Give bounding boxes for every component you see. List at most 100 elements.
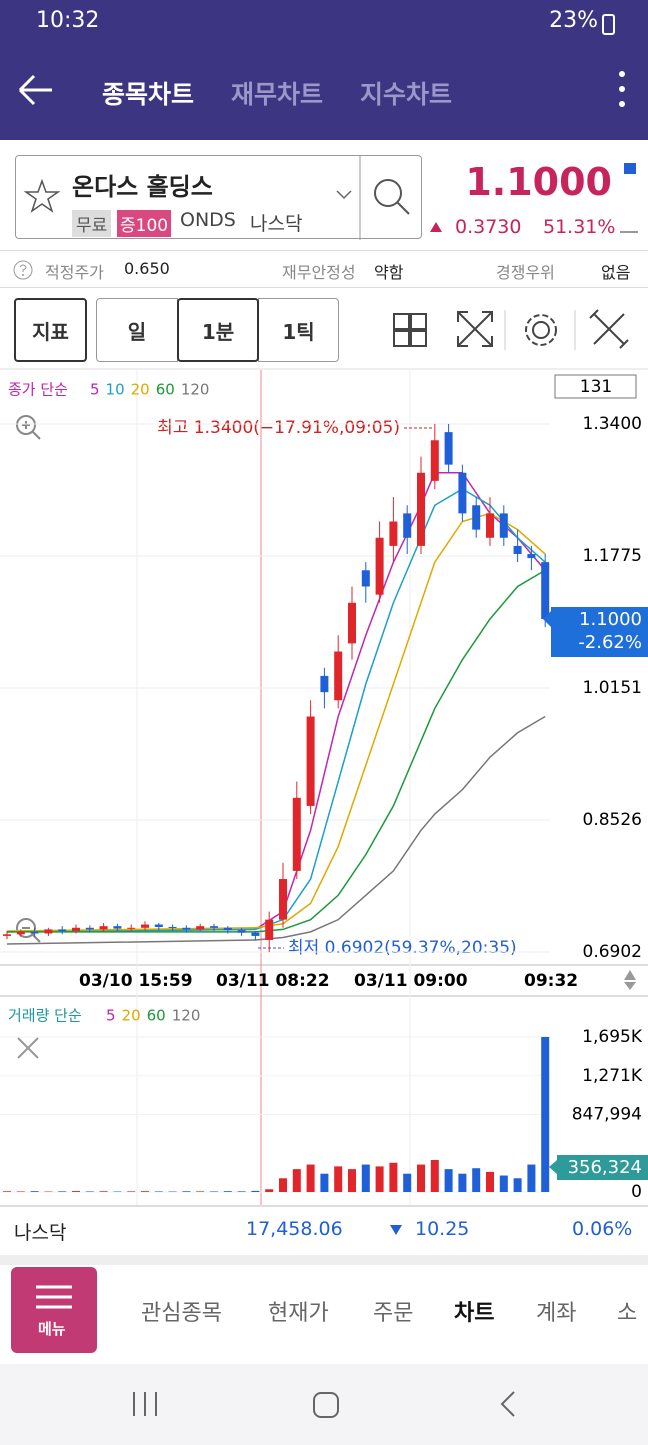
recents[interactable] [133, 1392, 157, 1416]
candle-body [348, 602, 356, 644]
candle-body [279, 879, 287, 920]
volume-bar [223, 1191, 232, 1192]
x-axis-label: 03/11 09:00 [354, 971, 468, 991]
volume-bar [127, 1191, 136, 1192]
fullscreen-icon[interactable] [457, 311, 493, 347]
volume-bar [210, 1191, 218, 1192]
tag: 무료 [72, 210, 112, 237]
layout-icon[interactable] [393, 313, 427, 347]
volume-bar [389, 1162, 398, 1192]
y-tick-label: 847,994 [572, 1104, 642, 1124]
candle-body [113, 926, 122, 929]
candle-body [210, 926, 218, 928]
candle-body [30, 931, 39, 934]
indicator-button[interactable]: 지표 [14, 298, 87, 362]
market: 나스닥 [250, 213, 303, 235]
volume-bar [58, 1191, 67, 1192]
up-arrow [430, 222, 442, 232]
volume-bar [251, 1190, 260, 1192]
spacer [0, 1255, 648, 1265]
close-volume[interactable] [17, 1037, 39, 1059]
volume-bar [279, 1178, 287, 1192]
ticker: ONDS [180, 209, 236, 231]
candle-body [141, 924, 149, 928]
high-annotation: 최고 1.3400(−17.91%,09:05) [157, 418, 400, 438]
app-header [0, 0, 648, 140]
period-button-selected[interactable]: 1분 [177, 298, 259, 362]
dropdown-chevron[interactable] [336, 190, 352, 200]
moving-average [6, 472, 546, 933]
nav-item[interactable]: 현재가 [268, 1301, 329, 1326]
legend-entry: 120 [172, 1007, 201, 1025]
nav-item[interactable]: 계좌 [536, 1301, 577, 1326]
index-change-pct: 0.06% [572, 1218, 633, 1240]
current-volume-box [557, 1155, 648, 1180]
volume-bar [361, 1164, 370, 1192]
nav-item-active[interactable]: 차트 [454, 1301, 495, 1326]
legend-title: 종가 단순 [8, 381, 68, 399]
y-tick-label: 0.6902 [583, 942, 642, 962]
settings-icon[interactable] [525, 314, 557, 346]
stock-name: 온다스 홀딩스 [72, 173, 213, 201]
candle-body [44, 929, 53, 934]
home[interactable] [313, 1392, 339, 1418]
volume-bar [472, 1168, 481, 1192]
volume-bar [348, 1169, 356, 1192]
candle-body [265, 919, 274, 940]
candle-body [472, 505, 481, 530]
back-button[interactable] [18, 74, 52, 106]
candle-body [99, 926, 108, 930]
legend-title: 거래량 단순 [8, 1007, 82, 1025]
search-icon[interactable] [374, 179, 410, 215]
nav-item[interactable]: 주문 [373, 1301, 414, 1326]
system-nav-icons [133, 1391, 515, 1418]
info-label: 경쟁우위 [496, 263, 555, 282]
y-tick-label: 1.0151 [583, 678, 642, 698]
nav-item[interactable]: 소 [617, 1301, 638, 1326]
period-button[interactable]: 1틱 [258, 298, 339, 362]
more-menu[interactable] [619, 71, 625, 107]
favorite-star[interactable] [23, 178, 61, 213]
down-arrow [390, 1225, 402, 1235]
current-price-label: 1.1000 [579, 609, 642, 630]
stock-price: 1.1000 [465, 160, 612, 204]
candle-body [458, 472, 467, 514]
candle-body [403, 513, 412, 538]
candle-body [127, 927, 136, 929]
count-box [554, 374, 637, 399]
info-value: 0.650 [124, 259, 170, 278]
x-axis-label: 03/10 15:59 [79, 971, 193, 991]
candle-body [430, 440, 439, 481]
tool-icons [393, 309, 629, 350]
period-button[interactable]: 일 [96, 298, 178, 362]
tab-active[interactable]: 종목차트 [102, 80, 195, 109]
help-icon[interactable] [12, 259, 34, 281]
candle-body [58, 929, 67, 932]
scroll-down[interactable] [624, 982, 636, 990]
legend-entry: 20 [131, 381, 150, 399]
legend-entry: 20 [122, 1007, 141, 1025]
tools-icon[interactable] [589, 309, 629, 349]
nav-item[interactable]: 관심종목 [141, 1301, 222, 1326]
volume-bar [182, 1191, 191, 1192]
zoom-in[interactable] [16, 415, 41, 440]
candle-body [361, 570, 370, 587]
scroll-up[interactable] [624, 970, 636, 980]
index-name: 나스닥 [14, 1222, 67, 1244]
tab[interactable]: 재무차트 [231, 80, 324, 109]
volume-bar [154, 1191, 163, 1192]
legend-entry: 10 [106, 381, 125, 399]
volume-bar [541, 1036, 550, 1192]
legend-entry: 5 [106, 1007, 116, 1025]
volume-bar [3, 1191, 11, 1192]
tab[interactable]: 지수차트 [360, 80, 453, 109]
volume-bar [403, 1173, 412, 1192]
stock-search-box[interactable] [15, 155, 422, 239]
current-volume-label: 356,324 [568, 1157, 642, 1178]
back[interactable] [500, 1391, 515, 1417]
menu-button[interactable] [11, 1267, 97, 1353]
bars-count: 131 [580, 377, 612, 397]
volume-bar [196, 1191, 205, 1192]
current-price-change: -2.62% [578, 632, 642, 653]
